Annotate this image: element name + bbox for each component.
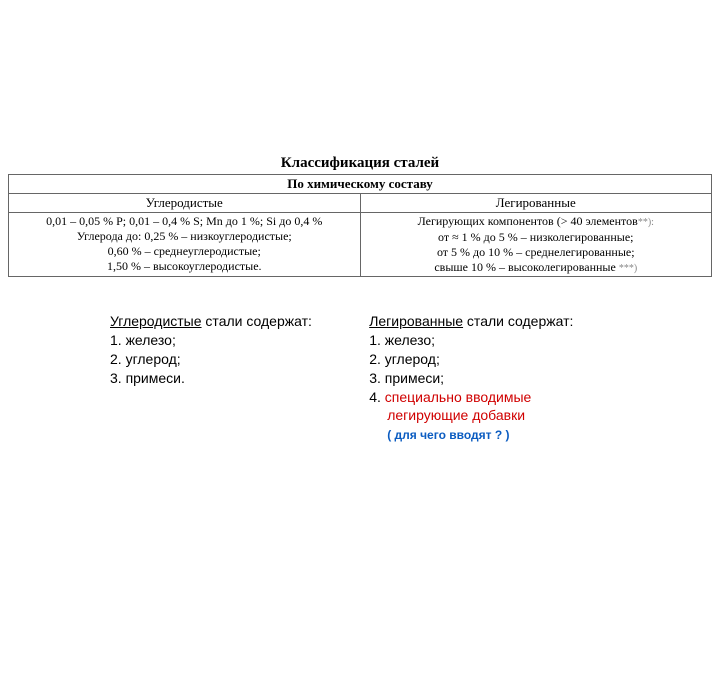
colB-h-underline: Легированные <box>369 313 463 329</box>
column-alloyed: Легированные стали содержат: 1. железо; … <box>369 312 620 444</box>
colA-l3: 3. примеси. <box>110 369 369 388</box>
right-line-3: от 5 % до 10 % – среднелегированные; <box>365 245 708 260</box>
colB-l4: 4. специально вводимые <box>369 388 620 407</box>
table-left-body: 0,01 – 0,05 % P; 0,01 – 0,4 % S; Mn до 1… <box>9 213 361 277</box>
right-line-4a: свыше 10 % – высоколегированные <box>434 260 618 274</box>
left-line-3: 0,60 % – среднеуглеродистые; <box>13 244 356 259</box>
colB-h-rest: стали содержат: <box>463 313 573 329</box>
right-line-1b: **): <box>638 217 654 228</box>
colA-l1: 1. железо; <box>110 331 369 350</box>
colB-l5: легирующие добавки <box>369 406 620 425</box>
colB-l4b: специально вводимые <box>385 389 532 405</box>
table-header: По химическому составу <box>9 175 712 194</box>
right-line-1a: Легирующих компонентов (> 40 элементов <box>418 214 638 228</box>
colA-heading: Углеродистые стали содержат: <box>110 312 369 331</box>
colB-l2: 2. углерод; <box>369 350 620 369</box>
colA-h-underline: Углеродистые <box>110 313 202 329</box>
colB-l1: 1. железо; <box>369 331 620 350</box>
right-line-1: Легирующих компонентов (> 40 элементов**… <box>365 214 708 230</box>
table-right-label: Легированные <box>360 194 712 213</box>
right-line-4b: ***) <box>619 263 637 274</box>
table-left-label: Углеродистые <box>9 194 361 213</box>
left-line-1: 0,01 – 0,05 % P; 0,01 – 0,4 % S; Mn до 1… <box>13 214 356 229</box>
colA-l2: 2. углерод; <box>110 350 369 369</box>
colA-h-rest: стали содержат: <box>202 313 312 329</box>
colB-heading: Легированные стали содержат: <box>369 312 620 331</box>
left-line-2: Углерода до: 0,25 % – низкоуглеродистые; <box>13 229 356 244</box>
column-carbon: Углеродистые стали содержат: 1. железо; … <box>110 312 369 444</box>
right-line-4: свыше 10 % – высоколегированные ***) <box>365 260 708 276</box>
right-line-2: от ≈ 1 % до 5 % – низколегированные; <box>365 230 708 245</box>
left-line-4: 1,50 % – высокоуглеродистые. <box>13 259 356 274</box>
text-columns: Углеродистые стали содержат: 1. железо; … <box>0 312 720 444</box>
colB-l3: 3. примеси; <box>369 369 620 388</box>
table-right-body: Легирующих компонентов (> 40 элементов**… <box>360 213 712 277</box>
colB-note: ( для чего вводят ? ) <box>387 427 620 443</box>
main-title: Классификация сталей <box>0 155 720 172</box>
classification-table: По химическому составу Углеродистые Леги… <box>8 174 712 277</box>
colB-l4a: 4. <box>369 389 385 405</box>
